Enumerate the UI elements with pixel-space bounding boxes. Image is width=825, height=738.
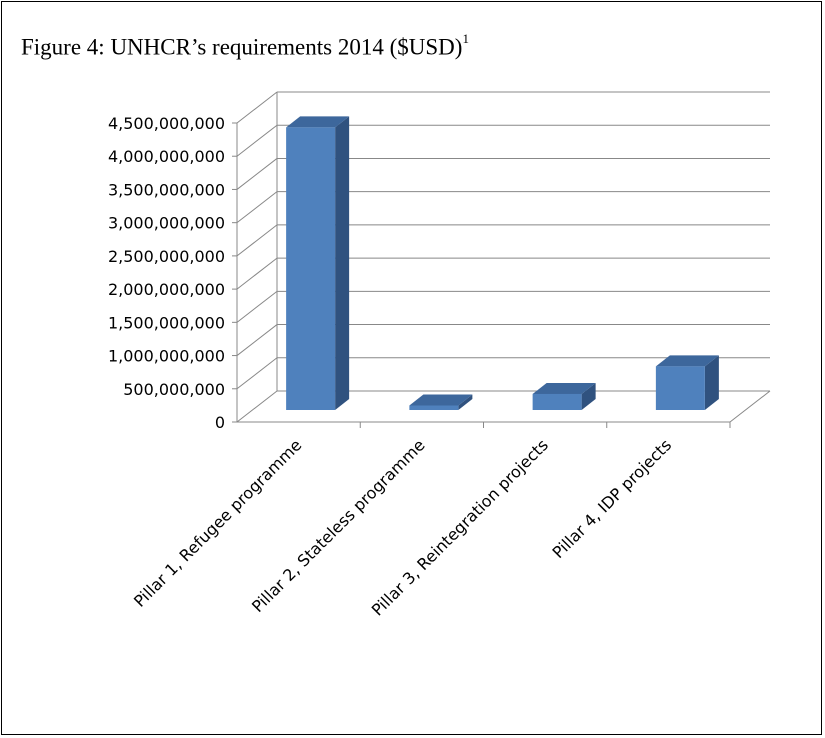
bar-front-face [286,127,336,410]
y-tick-label: 4,500,000,000 [108,114,225,133]
side-gridline [236,224,278,257]
bar-side-face [704,355,719,410]
side-gridline [236,390,278,423]
bar [532,382,596,410]
bar-top-face [532,382,596,394]
y-tick-label: 500,000,000 [123,380,225,399]
side-gridline [236,191,278,224]
side-gridline [236,257,278,290]
bar [409,394,473,410]
side-gridline [236,290,278,323]
floor-right-edge [729,390,771,423]
x-tick-label: Pillar 4, IDP projects [549,435,676,562]
y-tick-label: 1,500,000,000 [108,313,225,332]
y-tick-label: 3,500,000,000 [108,180,225,199]
y-tick-label: 2,000,000,000 [108,280,225,299]
bar-side-face [458,394,473,410]
bar-front-face [532,393,582,410]
bar [286,116,350,410]
side-gridline [236,91,278,124]
bar-top-face [655,355,719,367]
figure-caption-text: Figure 4: UNHCR’s requirements 2014 ($US… [21,34,463,60]
side-gridline [236,124,278,157]
bar-front-face [409,405,459,410]
bar-side-face [581,382,596,410]
y-axis-tick-labels: 0 500,000,000 1,000,000,000 1,500,000,000 2,… [108,114,225,432]
y-tick-label: 2,500,000,000 [108,247,225,266]
y-tick-label: 3,000,000,000 [108,214,225,233]
side-gridline [236,324,278,356]
bar [655,355,719,410]
footnote-mark: 1 [462,31,469,46]
bar-front-face [655,366,705,410]
bars [286,116,719,410]
y-tick-label: 4,000,000,000 [108,147,225,166]
side-gridline [236,158,278,190]
bar-top-face [409,394,473,406]
bar-top-face [286,116,350,128]
y-tick-label: 1,000,000,000 [108,347,225,366]
figure-caption: Figure 4: UNHCR’s requirements 2014 ($US… [21,31,469,61]
side-gridline [236,357,278,390]
y-tick-label: 0 [215,413,225,432]
bar-side-face [335,116,350,410]
chart-axes [232,122,731,428]
